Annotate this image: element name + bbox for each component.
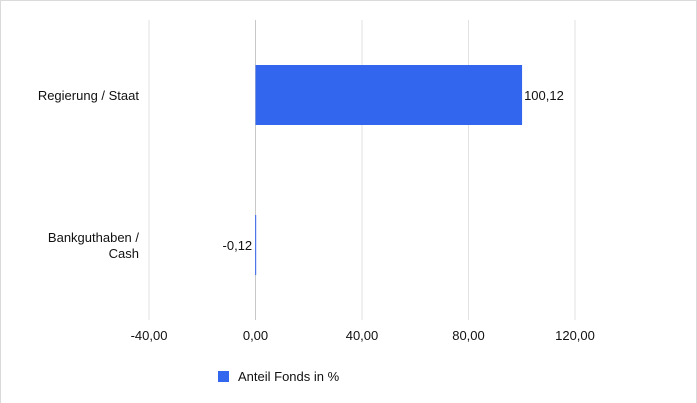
legend-label: Anteil Fonds in % — [238, 369, 340, 384]
category-label: Bankguthaben / Cash — [48, 230, 139, 261]
data-label: -0,12 — [223, 238, 253, 253]
legend: Anteil Fonds in % — [218, 369, 340, 384]
bar — [255, 65, 523, 125]
legend-swatch — [218, 371, 229, 382]
x-tick-label: 120,00 — [555, 328, 595, 343]
category-label: Regierung / Staat — [38, 88, 140, 103]
labels: -40,00 0,00 40,00 80,00 120,00 Regierung / St… — [38, 88, 595, 343]
x-tick-label: -40,00 — [131, 328, 168, 343]
x-tick-label: 40,00 — [346, 328, 379, 343]
bars — [255, 65, 523, 275]
data-label: 100,12 — [524, 88, 564, 103]
x-tick-label: 0,00 — [243, 328, 268, 343]
x-tick-label: 80,00 — [452, 328, 485, 343]
bar — [255, 215, 257, 275]
